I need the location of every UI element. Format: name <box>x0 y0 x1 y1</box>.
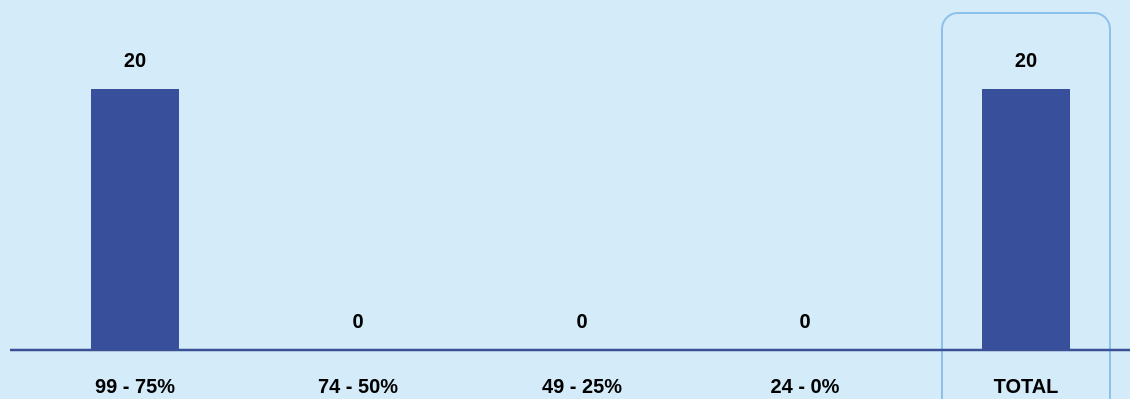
category-labels-group: 99 - 75% 74 - 50% 49 - 25% 24 - 0% TOTAL <box>95 376 1058 398</box>
category-label-74-50: 74 - 50% <box>318 376 398 398</box>
value-label-99-75: 20 <box>124 50 146 72</box>
total-highlight-frame <box>941 12 1111 399</box>
value-label-total: 20 <box>1015 50 1037 72</box>
category-label-49-25: 49 - 25% <box>542 376 622 398</box>
value-labels-group: 20 0 0 0 20 <box>124 50 1037 333</box>
category-label-24-0: 24 - 0% <box>771 376 840 398</box>
value-label-24-0: 0 <box>799 311 810 333</box>
category-label-total: TOTAL <box>994 376 1059 398</box>
bar-total <box>982 89 1070 350</box>
category-label-99-75: 99 - 75% <box>95 376 175 398</box>
value-label-74-50: 0 <box>352 311 363 333</box>
bars-group <box>91 89 1070 350</box>
bar-99-75 <box>91 89 179 350</box>
value-label-49-25: 0 <box>576 311 587 333</box>
